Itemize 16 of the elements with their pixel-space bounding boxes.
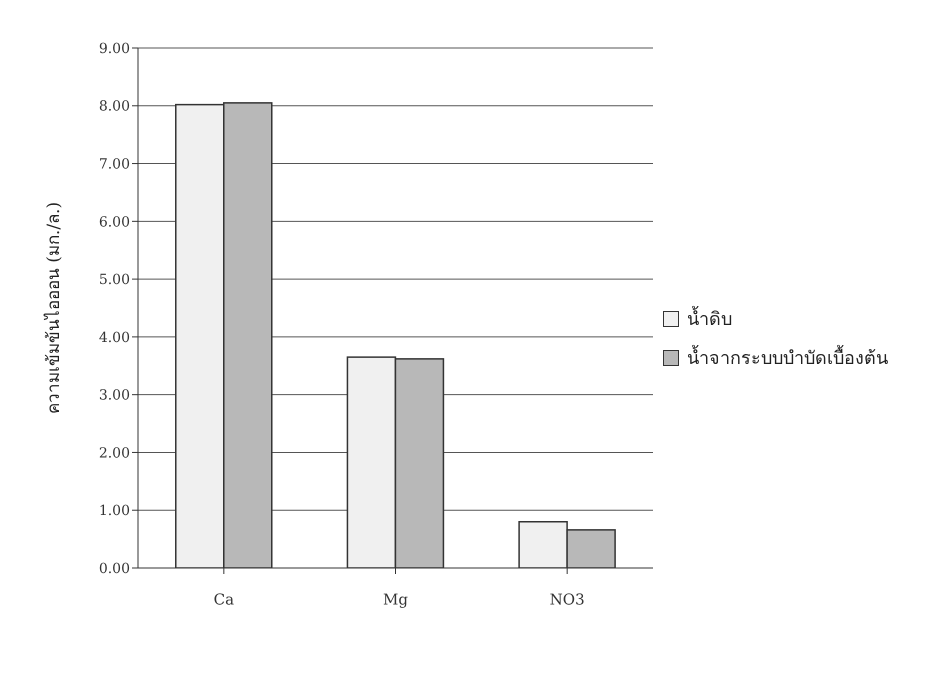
y-tick-label: 1.00: [98, 503, 130, 520]
y-tick-label: 8.00: [98, 98, 130, 115]
y-tick-label: 4.00: [98, 330, 130, 346]
y-tick-label: 3.00: [98, 388, 130, 404]
y-tick-label: 0.00: [98, 560, 130, 577]
x-tick-label: Mg: [383, 590, 408, 609]
y-tick-label: 9.00: [98, 40, 130, 57]
x-tick-label: Ca: [214, 590, 234, 609]
y-axis-title: ความเข้มข้นไอออน (มก./ล.): [43, 202, 64, 414]
y-tick-label: 6.00: [98, 214, 130, 230]
y-tick-label: 2.00: [98, 445, 130, 462]
x-tick-label: NO3: [550, 590, 585, 609]
y-tick-label: 5.00: [98, 272, 130, 288]
y-tick-label: 7.00: [98, 156, 130, 173]
legend-label: น้ำดิบ: [687, 304, 732, 332]
legend-label: น้ำจากระบบบำบัดเบื้องต้น: [687, 344, 888, 371]
